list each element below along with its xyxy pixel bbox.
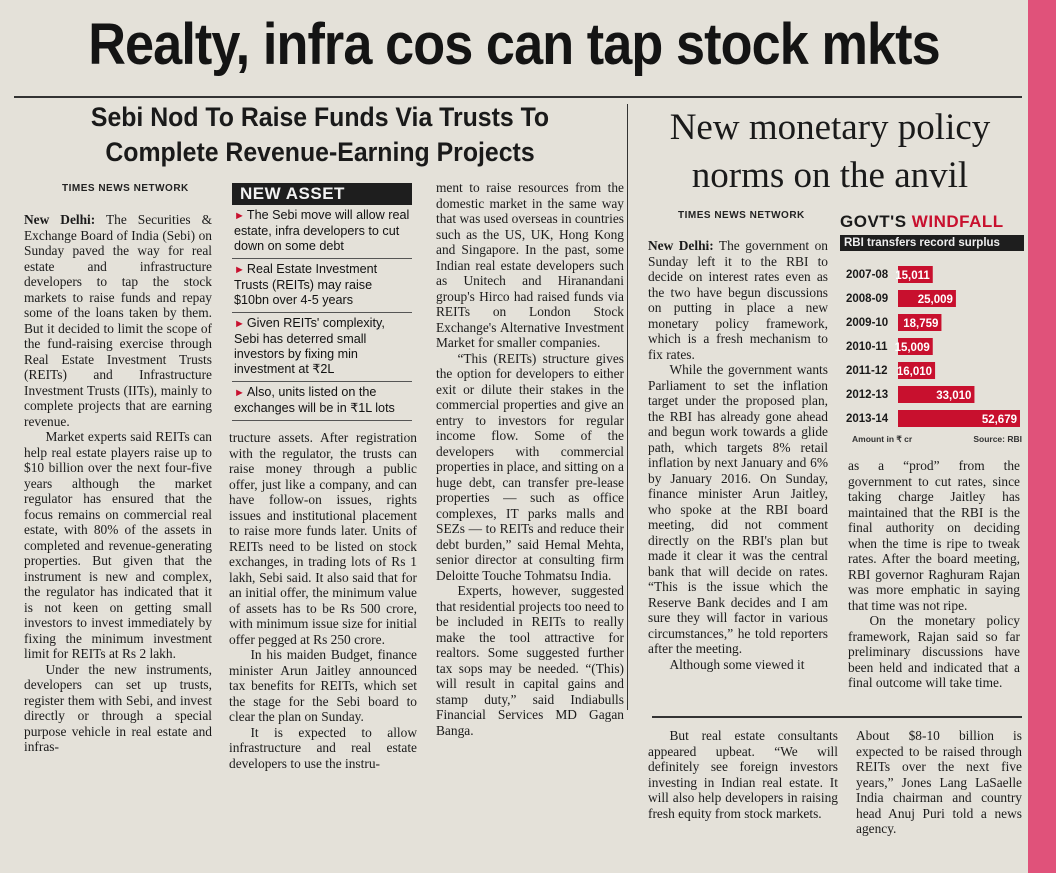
monetary-headline: New monetary policy norms on the anvil xyxy=(636,104,1024,200)
sebi-deck-line-1: Sebi Nod To Raise Funds Via Trusts To xyxy=(90,102,550,132)
monetary-headline-line-1: New monetary policy xyxy=(669,107,991,148)
chart-category-label: 2007-08 xyxy=(846,269,889,281)
sebi-paragraph: In his maiden Budget, finance minister A… xyxy=(229,647,417,724)
sebi-paragraph: ment to raise resources from the domesti… xyxy=(436,180,624,350)
sebi-paragraph: tructure assets. After registration with… xyxy=(229,430,417,647)
windfall-title: GOVT'S WINDFALL xyxy=(840,212,1028,232)
chart-value-label: 25,009 xyxy=(918,294,953,306)
monetary-byline: TIMES NEWS NETWORK xyxy=(678,210,805,221)
windfall-unit: Amount in ₹ cr xyxy=(852,434,913,444)
chart-bar xyxy=(898,266,933,283)
sebi-paragraph: About $8-10 billion is expected to be ra… xyxy=(856,728,1022,836)
new-asset-item: ► The Sebi move will allow real estate, i… xyxy=(232,205,412,259)
sebi-column-5: About $8-10 billion is expected to be ra… xyxy=(856,728,1022,837)
sebi-byline: TIMES NEWS NETWORK xyxy=(62,183,189,194)
sebi-deck: Sebi Nod To Raise Funds Via Trusts To Co… xyxy=(44,100,596,170)
chart-category-label: 2010-11 xyxy=(846,341,888,353)
sebi-column-3: ment to raise resources from the domesti… xyxy=(436,180,624,738)
windfall-footer: Amount in ₹ cr Source: RBI xyxy=(852,434,1022,445)
sebi-paragraph: Experts, however, suggested that residen… xyxy=(436,583,624,738)
monetary-paragraph: Although some viewed it xyxy=(669,656,805,672)
new-asset-item-text: Given REITs' complexity, Sebi has deterr… xyxy=(234,316,385,376)
chart-value-label: 52,679 xyxy=(982,414,1017,426)
chart-bar xyxy=(898,410,1020,427)
arrow-icon: ► xyxy=(234,387,245,399)
monetary-headline-line-2: norms on the anvil xyxy=(691,155,969,196)
sebi-deck-line-2: Complete Revenue-Earning Projects xyxy=(105,137,535,167)
jump-rule xyxy=(652,716,1022,718)
sebi-paragraph: “This (REITs) structure gives the option… xyxy=(436,350,624,583)
windfall-subtitle: RBI transfers record surplus xyxy=(840,235,1024,251)
new-asset-item: ► Also, units listed on the exchanges wil… xyxy=(232,382,412,421)
windfall-bar-chart: 2007-08 15,011 2008-09 25,009 2009-10 18,759 2… xyxy=(846,266,1020,427)
monetary-column-1: New Delhi: The government on Sunday left… xyxy=(648,238,828,672)
headline-rule xyxy=(14,96,1022,98)
arrow-icon: ► xyxy=(234,210,245,222)
column-divider xyxy=(627,104,628,710)
chart-bar xyxy=(898,362,936,379)
windfall-title-red: WINDFALL xyxy=(911,212,1004,231)
chart-category-label: 2008-09 xyxy=(846,293,888,305)
arrow-icon: ► xyxy=(234,264,245,276)
monetary-para-text: The government on Sunday left it to the … xyxy=(648,238,828,362)
chart-bar xyxy=(898,290,956,307)
monetary-paragraph: New Delhi: The government on Sunday left… xyxy=(648,238,828,362)
chart-value-label: 18,759 xyxy=(903,318,938,330)
page-headline: Realty, infra cos can tap stock mkts xyxy=(88,12,940,77)
sebi-paragraph: But real estate consultants appeared upb… xyxy=(648,728,838,821)
sebi-paragraph: Under the new instruments, developers ca… xyxy=(24,661,212,755)
chart-category-label: 2009-10 xyxy=(846,317,888,329)
monetary-paragraph: as a “prod” from the government to cut r… xyxy=(848,458,1020,613)
windfall-title-black: GOVT'S xyxy=(840,212,907,231)
sebi-para-text: The Securities & Exchange Board of India… xyxy=(24,212,212,429)
sebi-dateline: New Delhi: xyxy=(24,212,96,227)
sebi-column-4: But real estate consultants appeared upb… xyxy=(648,728,838,821)
chart-category-label: 2012-13 xyxy=(846,389,888,401)
new-asset-box: NEW ASSET ► The Sebi move will allow real… xyxy=(232,183,412,423)
chart-value-label: 16,010 xyxy=(897,366,932,378)
arrow-icon: ► xyxy=(234,318,245,330)
new-asset-title: NEW ASSET xyxy=(232,183,412,205)
sebi-paragraph: Market experts said REITs can help real … xyxy=(24,429,212,661)
chart-category-label: 2011-12 xyxy=(846,365,888,377)
chart-value-label: 15,011 xyxy=(895,270,930,282)
monetary-column-2: as a “prod” from the government to cut r… xyxy=(848,458,1020,691)
new-asset-item-text: Also, units listed on the exchanges will… xyxy=(234,385,395,415)
new-asset-item-text: The Sebi move will allow real estate, in… xyxy=(234,208,410,253)
chart-bar xyxy=(898,386,975,403)
monetary-paragraph: On the monetary policy framework, Rajan … xyxy=(848,613,1020,690)
chart-category-label: 2013-14 xyxy=(846,413,889,425)
sebi-paragraph: New Delhi: The Securities & Exchange Boa… xyxy=(24,212,212,429)
monetary-paragraph: While the government wants Parliament to… xyxy=(648,362,828,656)
new-asset-item: ► Real Estate Investment Trusts (REITs) m… xyxy=(232,259,412,313)
chart-value-label: 15,009 xyxy=(895,342,930,354)
chart-bar xyxy=(898,338,933,355)
monetary-dateline: New Delhi: xyxy=(648,238,714,253)
sebi-column-2: tructure assets. After registration with… xyxy=(229,430,417,771)
windfall-source: Source: RBI xyxy=(973,434,1022,444)
new-asset-item-text: Real Estate Investment Trusts (REITs) ma… xyxy=(234,262,378,307)
sebi-paragraph: It is expected to allow infrastructure a… xyxy=(229,724,417,771)
govt-windfall-chart: GOVT'S WINDFALL RBI transfers record sur… xyxy=(838,212,1028,448)
newspaper-page: Realty, infra cos can tap stock mkts Seb… xyxy=(0,0,1028,873)
chart-value-label: 33,010 xyxy=(936,390,971,402)
new-asset-item: ► Given REITs' complexity, Sebi has deter… xyxy=(232,313,412,382)
sebi-column-1: New Delhi: The Securities & Exchange Boa… xyxy=(24,212,212,755)
chart-bar xyxy=(898,314,942,331)
